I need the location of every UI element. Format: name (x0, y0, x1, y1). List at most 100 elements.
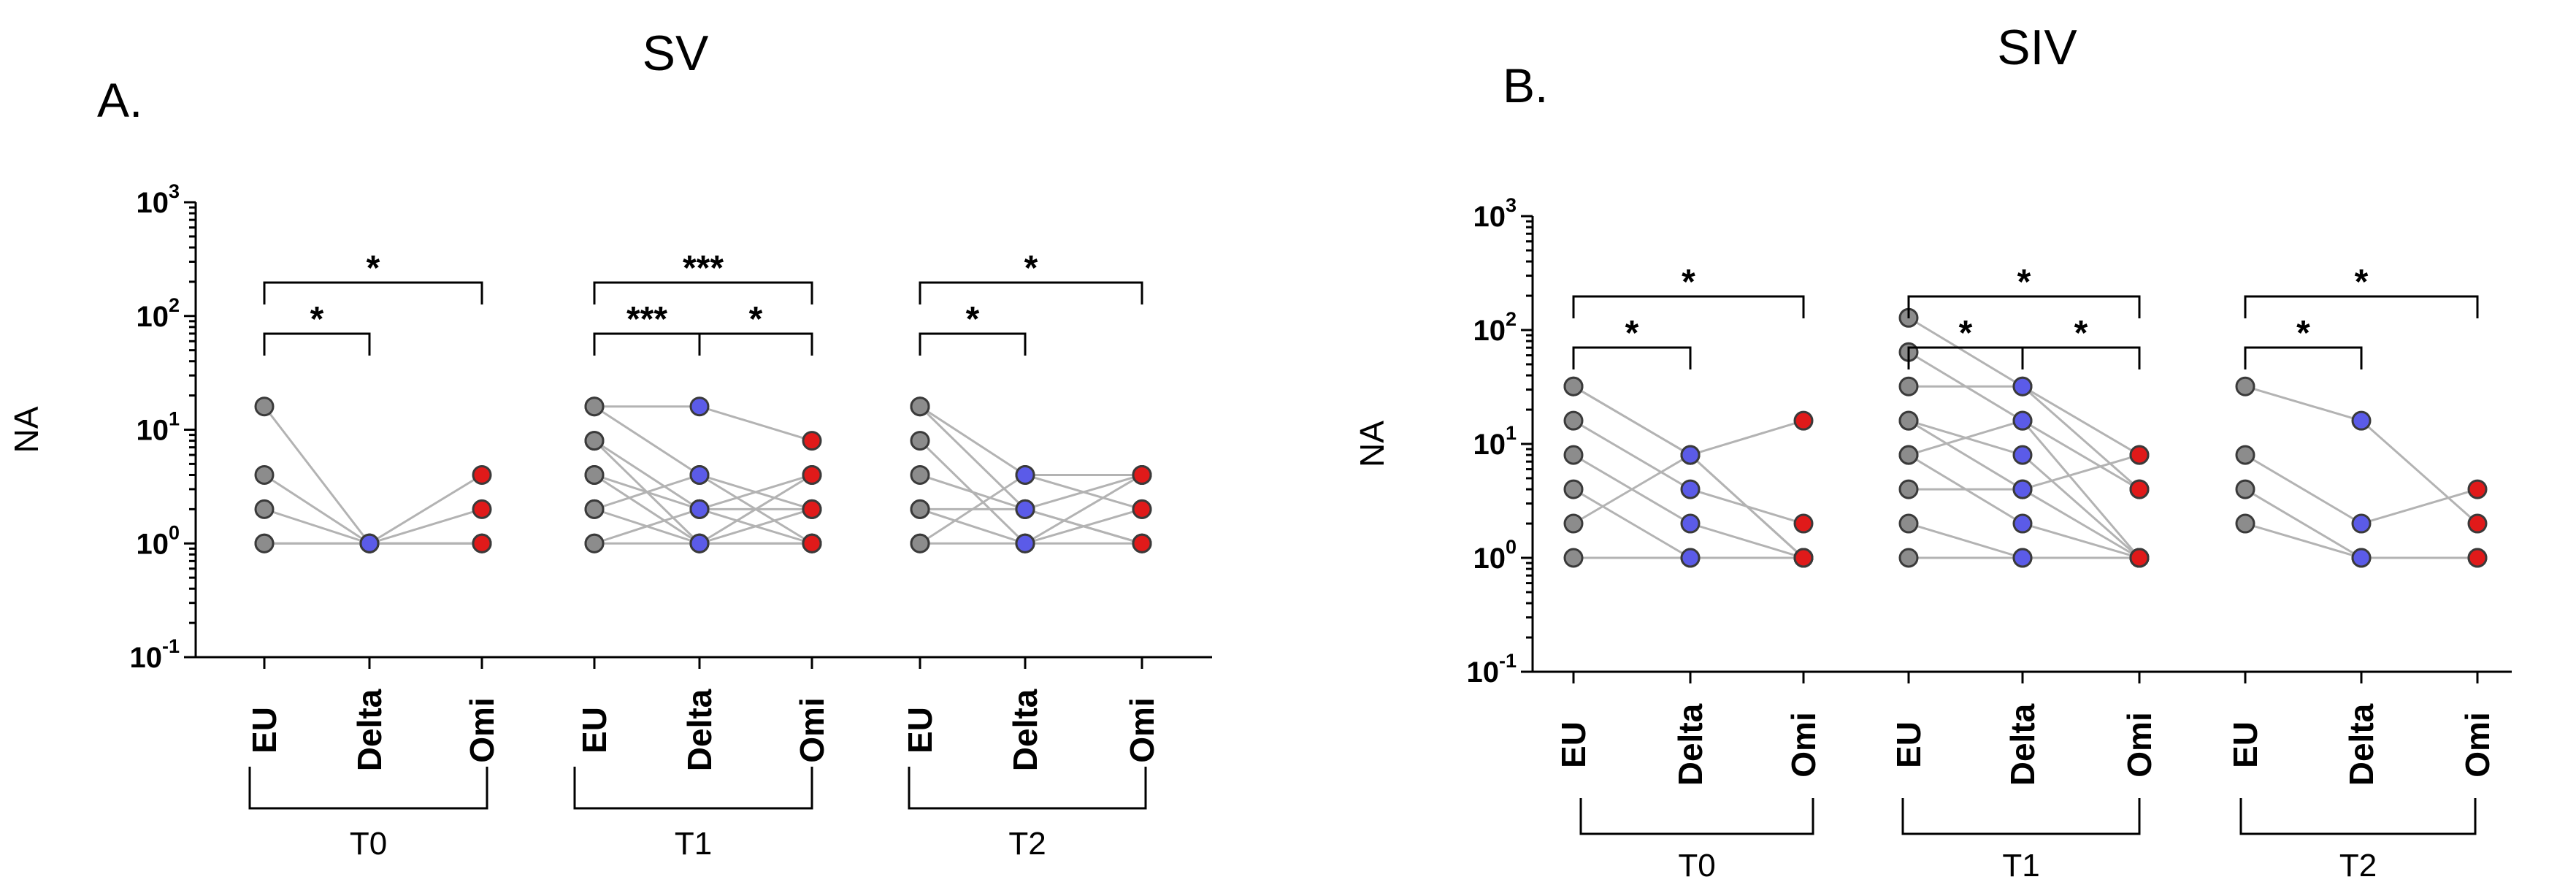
category-label-eu: EU (245, 707, 283, 754)
data-point-eu (1898, 548, 1919, 568)
data-point-delta (2351, 513, 2372, 534)
panel-title: SIV (1997, 20, 2077, 75)
category-label-omi: Omi (2120, 712, 2158, 777)
significance-bracket (698, 332, 813, 356)
significance-label: *** (683, 249, 724, 288)
panel-letter: B. (1503, 58, 1548, 112)
significance-label: *** (626, 300, 667, 339)
data-point-eu (1898, 410, 1919, 431)
data-point-omi (1132, 464, 1152, 485)
category-label-eu: EU (2226, 721, 2264, 768)
data-point-eu (584, 431, 605, 451)
y-tick-label: 102 (1473, 308, 1517, 347)
data-point-eu (584, 396, 605, 417)
group-t1: EU Delta Omi * * * T1 (1890, 263, 2158, 884)
data-point-delta (689, 464, 710, 485)
significance-label: * (310, 300, 324, 339)
data-point-omi (2467, 513, 2488, 534)
data-point-eu (910, 533, 930, 553)
data-point-omi (802, 533, 822, 553)
data-point-delta (1680, 445, 1701, 465)
significance-bracket (1572, 346, 1692, 369)
paired-line (264, 474, 483, 545)
data-point-eu (254, 464, 275, 485)
data-point-delta (2012, 513, 2033, 534)
y-axis-label: NA (7, 406, 45, 453)
data-point-delta (1680, 479, 1701, 499)
category-label-delta: Delta (681, 689, 718, 771)
data-point-delta (1015, 464, 1035, 485)
y-tick-exponent: 1 (1506, 422, 1517, 444)
y-tick-exponent: -1 (162, 635, 180, 657)
data-point-eu (254, 499, 275, 519)
data-point-delta (2012, 548, 2033, 568)
data-point-omi (2467, 548, 2488, 568)
data-point-delta (689, 499, 710, 519)
significance-label: * (1959, 314, 1973, 353)
paired-line (2245, 385, 2478, 525)
timepoint-bracket (248, 767, 488, 810)
data-point-eu (1898, 445, 1919, 465)
data-point-omi (1793, 410, 1814, 431)
significance-bracket (1572, 295, 1805, 318)
timepoint-label: T1 (2002, 848, 2039, 884)
data-point-delta (1015, 499, 1035, 519)
significance-bracket (263, 281, 483, 304)
data-point-omi (472, 499, 492, 519)
timepoint-bracket (1579, 798, 1814, 835)
significance-bracket (593, 281, 813, 304)
data-point-eu (910, 431, 930, 451)
y-tick-base: 10 (1466, 656, 1499, 689)
y-axis-label: NA (1353, 421, 1391, 467)
y-tick-base: 10 (1473, 543, 1506, 575)
significance-label: * (2296, 314, 2310, 353)
data-point-omi (802, 431, 822, 451)
paired-line (1909, 385, 2140, 491)
data-point-omi (1132, 499, 1152, 519)
paired-line (1573, 419, 1804, 525)
significance-label: * (1024, 249, 1038, 288)
group-t0: EU Delta Omi * * T0 (245, 249, 501, 862)
significance-label: * (749, 300, 763, 339)
data-point-omi (472, 533, 492, 553)
y-tick-base: 10 (1473, 429, 1506, 461)
data-point-omi (802, 464, 822, 485)
category-label-delta: Delta (2342, 703, 2380, 786)
data-point-eu (1563, 376, 1584, 396)
y-tick-label: 100 (1473, 536, 1517, 575)
y-tick-exponent: 1 (169, 408, 180, 430)
data-point-omi (1793, 548, 1814, 568)
paired-line (1573, 419, 1804, 525)
y-tick-exponent: 2 (1506, 308, 1517, 330)
paired-line (919, 440, 1143, 545)
significance-bracket (1907, 295, 2141, 318)
significance-label: * (2017, 263, 2031, 302)
data-point-omi (2129, 548, 2150, 568)
y-tick-base: 10 (136, 528, 169, 560)
panel-letter: A. (97, 73, 142, 127)
data-point-eu (910, 499, 930, 519)
paired-line (264, 474, 482, 545)
significance-bracket (919, 332, 1027, 356)
category-label-omi: Omi (793, 697, 831, 762)
paired-line (2245, 453, 2478, 525)
data-point-eu (2235, 445, 2255, 465)
data-point-eu (910, 464, 930, 485)
paired-line (1573, 453, 1804, 559)
y-tick-exponent: 0 (169, 521, 180, 543)
category-label-eu: EU (1890, 721, 1928, 768)
y-tick-exponent: 3 (169, 180, 180, 202)
category-label-delta: Delta (350, 689, 388, 771)
significance-label: * (367, 249, 380, 288)
timepoint-bracket (908, 767, 1147, 810)
category-label-omi: Omi (463, 697, 501, 762)
paired-line (593, 440, 812, 545)
group-t0: EU Delta Omi * * T0 (1555, 263, 1822, 884)
data-point-omi (2129, 445, 2150, 465)
data-point-delta (689, 396, 710, 417)
data-point-delta (359, 533, 380, 553)
data-point-eu (1898, 479, 1919, 499)
data-point-eu (584, 533, 605, 553)
y-tick-base: 10 (1473, 315, 1506, 347)
